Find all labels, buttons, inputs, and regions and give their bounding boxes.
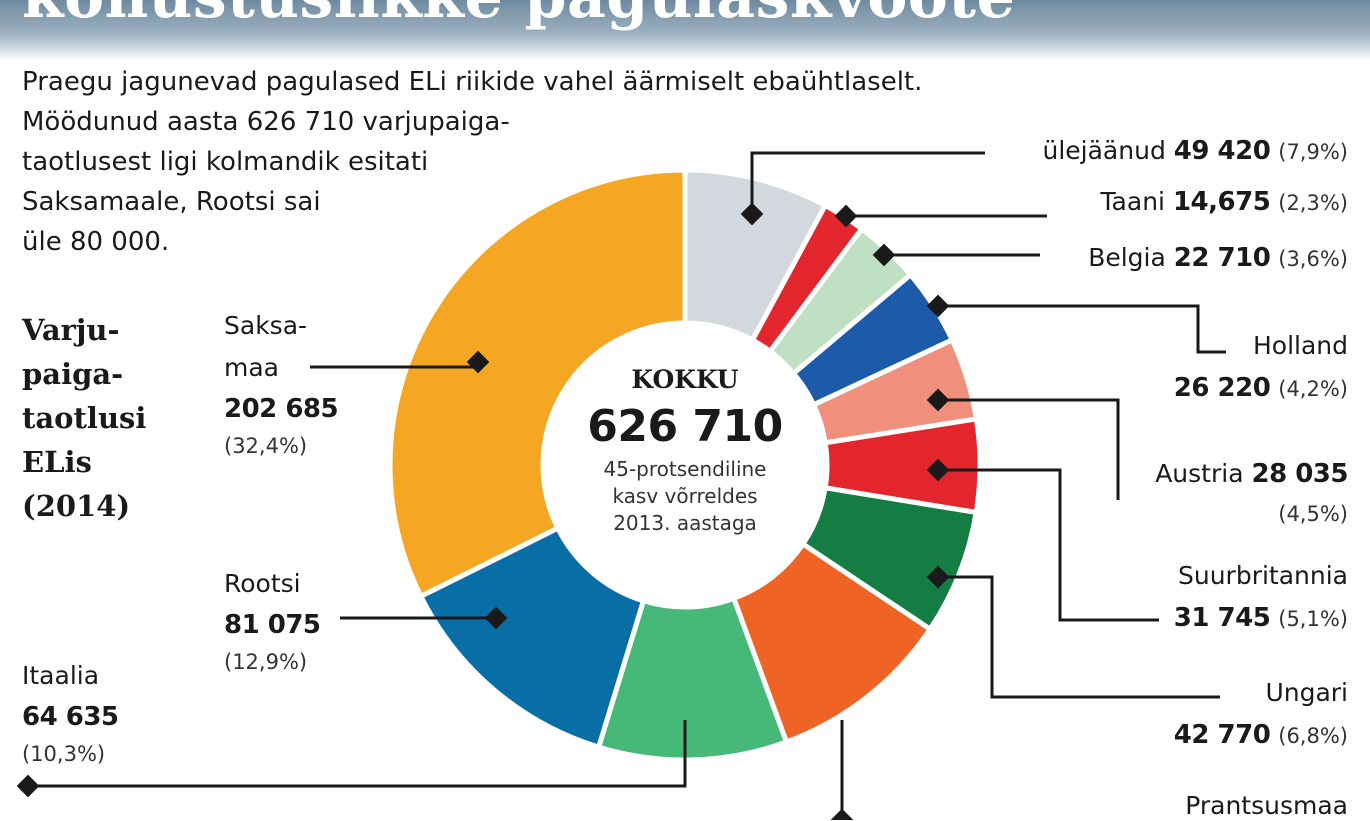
slice-rootsi (417, 524, 647, 751)
slice-label-suurbritannia: Suurbritannia 31 745 (5,1%) (1174, 560, 1348, 635)
leader-line-holland (938, 304, 1226, 354)
slice-percent: (6,8%) (1278, 724, 1348, 748)
chart-center-label: KOKKU 626 710 45-protsendiline kasv võrr… (556, 362, 814, 537)
leader-marker-ungari (926, 565, 950, 589)
slice-name: Ungari (1265, 678, 1348, 707)
slice-value-row: 26 220 (4,2%) (1174, 372, 1348, 405)
slice-name: Austria (1155, 459, 1244, 488)
slice-percent: (7,9%) (1278, 140, 1348, 164)
leader-line-suurbritannia (938, 468, 1159, 622)
total-note-line: 2013. aastaga (613, 511, 757, 535)
slice-name: Holland (1252, 331, 1348, 360)
leader-marker-holland (926, 294, 950, 318)
slice-name: Saksa- (224, 311, 308, 340)
slice-value: 26 220 (1173, 373, 1271, 403)
leader-marker-suurbritannia (926, 458, 950, 482)
slice-label-rootsi: Rootsi 81 075 (12,9%) (224, 568, 321, 678)
slice-label-itaalia: Itaalia 64 635 (10,3%) (22, 660, 119, 770)
leader-line-ülejäänud (750, 151, 985, 214)
slice-percent: (10,3%) (22, 742, 106, 766)
slice-value: 81 075 (224, 610, 321, 640)
donut-slices (387, 167, 983, 763)
slice-name: Prantsusmaa (1185, 791, 1348, 820)
slice-label-ulejaanud: ülejäänud 49 420 (7,9%) (1043, 135, 1349, 168)
slice-label-saksamaa: Saksa- maa 202 685 (32,4%) (224, 310, 339, 462)
leader-marker-saksamaa (466, 350, 490, 374)
slice-name-row: Austria 28 035 (1155, 458, 1348, 490)
slice-value: 22 710 (1173, 243, 1271, 273)
slice-name: Belgia (1088, 243, 1166, 272)
side-title-line: taotlusi (22, 401, 147, 435)
leader-marker-rootsi (484, 606, 508, 630)
slice-percent: (12,9%) (224, 650, 308, 674)
headline: konustuslikke pagulaskvoote (22, 0, 1015, 32)
slice-value: 14,675 (1172, 187, 1271, 217)
leader-line-austria (938, 398, 1120, 500)
total-note-line: kasv võrreldes (612, 484, 758, 508)
slice-value: 202 685 (224, 394, 339, 424)
total-note-line: 45-protsendiline (603, 457, 767, 481)
slice-value-row: 31 745 (5,1%) (1174, 602, 1348, 635)
slice-name: Taani (1100, 187, 1165, 216)
slice-label-ungari: Ungari 42 770 (6,8%) (1174, 677, 1348, 752)
intro-line: taotlusest ligi kolmandik esitati (22, 147, 429, 177)
intro-text: Praegu jagunevad pagulased ELi riikide v… (22, 62, 1122, 262)
leader-marker-itaalia (16, 774, 40, 798)
leader-line-itaalia (28, 720, 687, 788)
total-title: KOKKU (631, 365, 739, 394)
slice-name: Suurbritannia (1177, 561, 1348, 590)
slice-label-holland: Holland 26 220 (4,2%) (1174, 330, 1348, 405)
slice-percent: (2,3%) (1278, 191, 1348, 215)
leader-line-ungari (938, 575, 1220, 699)
slice-percent: (4,2%) (1278, 377, 1348, 401)
header-banner: konustuslikke pagulaskvoote (0, 0, 1370, 60)
slice-label-prantsusmaa: Prantsusmaa (1185, 790, 1348, 821)
slice-value: 49 420 (1173, 136, 1271, 166)
side-title: Varju- paiga- taotlusi ELis (2014) (22, 308, 146, 528)
slice-value: 64 635 (22, 702, 119, 732)
slice-name: ülejäänud (1042, 136, 1166, 165)
side-title-line: (2014) (22, 489, 131, 523)
leader-marker-austria (926, 388, 950, 412)
slice-name: Rootsi (224, 569, 301, 598)
slice-percent: (4,5%) (1278, 502, 1348, 526)
intro-line: Saksamaale, Rootsi sai (22, 187, 321, 217)
intro-line: üle 80 000. (22, 227, 170, 257)
side-title-line: ELis (22, 445, 92, 479)
intro-line: Praegu jagunevad pagulased ELi riikide v… (22, 67, 923, 97)
slice-value: 28 035 (1251, 459, 1348, 489)
side-title-line: paiga- (22, 357, 124, 391)
total-value: 626 710 (587, 401, 783, 452)
slice-label-austria: Austria 28 035 (4,5%) (1155, 458, 1348, 530)
slice-value-row: 42 770 (6,8%) (1174, 719, 1348, 752)
leader-marker-prantsusmaa (830, 808, 854, 820)
slice-label-belgia: Belgia 22 710 (3,6%) (1088, 242, 1348, 275)
slice-label-taani: Taani 14,675 (2,3%) (1100, 186, 1348, 219)
slice-name: maa (224, 353, 279, 382)
slice-name: Itaalia (22, 661, 100, 690)
slice-percent: (5,1%) (1278, 607, 1348, 631)
slice-percent: (3,6%) (1278, 247, 1348, 271)
slice-value: 42 770 (1173, 720, 1271, 750)
slice-percent: (32,4%) (224, 434, 308, 458)
donut-hole (545, 325, 825, 605)
leader-lines (16, 151, 1226, 820)
intro-line: Möödunud aasta 626 710 varjupaiga- (22, 107, 510, 137)
side-title-line: Varju- (22, 313, 120, 347)
slice-saksamaa (387, 167, 688, 600)
slice-value: 31 745 (1173, 603, 1271, 633)
